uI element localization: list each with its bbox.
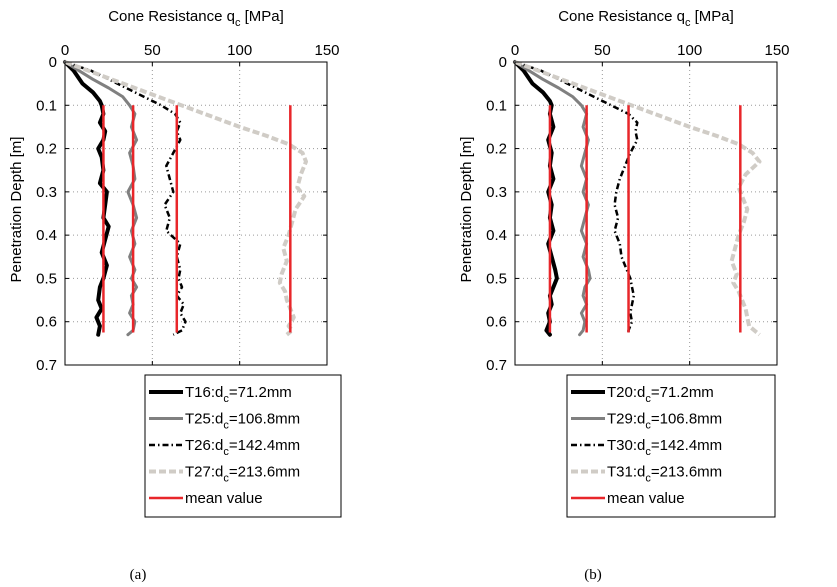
y-axis-title: Penetration Depth [m] bbox=[8, 137, 25, 283]
x-tick-label: 150 bbox=[764, 42, 789, 59]
panel-caption: (a) bbox=[130, 567, 147, 583]
chart-panel-1: 0 50 100 150 0 0.1 0.2 0.3 0.4 0.5 0.6 0.7 Cone Resi… bbox=[8, 8, 342, 583]
legend-label: mean value bbox=[185, 490, 263, 507]
y-tick-label: 0.7 bbox=[486, 357, 507, 374]
legend-label: T26:dc=142.4mm bbox=[185, 437, 300, 458]
legend-label: T30:dc=142.4mm bbox=[607, 437, 722, 458]
legend-label: T16:dc=71.2mm bbox=[185, 384, 292, 405]
y-tick-label: 0.7 bbox=[36, 357, 57, 374]
y-tick-label: 0.1 bbox=[486, 97, 507, 114]
legend-label: T20:dc=71.2mm bbox=[607, 384, 714, 405]
chart-panel-2: 0 50 100 150 0 0.1 0.2 0.3 0.4 0.5 0.6 0.7 Cone Resi… bbox=[458, 8, 790, 583]
y-tick-label: 0 bbox=[499, 54, 507, 71]
y-tick-label: 0.3 bbox=[486, 184, 507, 201]
y-tick-label: 0.2 bbox=[486, 141, 507, 158]
y-tick-label: 0 bbox=[49, 54, 57, 71]
legend: T20:dc=71.2mm T29:dc=106.8mm T30:dc=142.4m… bbox=[566, 374, 776, 518]
y-tick-label: 0.3 bbox=[36, 184, 57, 201]
y-tick-label: 0.1 bbox=[36, 97, 57, 114]
x-tick-label: 100 bbox=[677, 42, 702, 59]
legend-label: T25:dc=106.8mm bbox=[185, 411, 300, 432]
legend: T16:dc=71.2mm T25:dc=106.8mm T26:dc=142.4m… bbox=[144, 374, 342, 518]
x-tick-label: 0 bbox=[61, 42, 69, 59]
y-tick-label: 0.4 bbox=[486, 227, 507, 244]
panel-caption: (b) bbox=[584, 567, 602, 583]
axes-frame bbox=[64, 61, 328, 366]
legend-label: T29:dc=106.8mm bbox=[607, 411, 722, 432]
axes-frame bbox=[514, 61, 778, 366]
y-tick-label: 0.6 bbox=[36, 314, 57, 331]
x-tick-label: 150 bbox=[314, 42, 339, 59]
y-axis-title: Penetration Depth [m] bbox=[458, 137, 475, 283]
series-line-4 bbox=[514, 60, 762, 337]
y-tick-label: 0.4 bbox=[36, 227, 57, 244]
x-axis-title: Cone Resistance qc [MPa] bbox=[108, 8, 284, 29]
x-tick-label: 50 bbox=[144, 42, 161, 59]
legend-label: T27:dc=213.6mm bbox=[185, 464, 300, 485]
y-tick-label: 0.5 bbox=[486, 270, 507, 287]
series-line-3 bbox=[64, 60, 187, 336]
x-axis-title: Cone Resistance qc [MPa] bbox=[558, 8, 734, 29]
legend-label: T31:dc=213.6mm bbox=[607, 464, 722, 485]
x-tick-label: 0 bbox=[511, 42, 519, 59]
legend-label: mean value bbox=[607, 490, 685, 507]
y-tick-label: 0.5 bbox=[36, 270, 57, 287]
series-line-3 bbox=[514, 60, 639, 335]
y-tick-label: 0.2 bbox=[36, 141, 57, 158]
y-tick-label: 0.6 bbox=[486, 314, 507, 331]
x-tick-label: 50 bbox=[594, 42, 611, 59]
plot-area bbox=[515, 62, 777, 365]
x-tick-label: 100 bbox=[227, 42, 252, 59]
